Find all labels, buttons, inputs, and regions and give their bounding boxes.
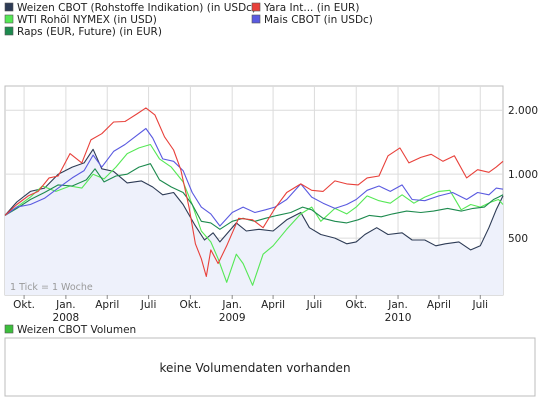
legend-swatch [4,26,14,36]
x-year-label: 2010 [385,312,412,324]
legend-label: Weizen CBOT (Rohstoffe Indikation) (in U… [17,2,256,14]
x-tick-label: Okt. [345,299,367,311]
x-year-label: 2009 [219,312,246,324]
x-tick-label: Okt. [179,299,201,311]
area-weizen [5,149,503,295]
legend-swatch [4,14,14,24]
x-year-label: 2008 [53,312,80,324]
x-tick-label: Okt. [13,299,35,311]
legend-swatch [4,2,14,12]
x-tick-label: April [427,299,451,311]
tick-note: 1 Tick = 1 Woche [10,282,93,293]
legend-label: WTI Rohöl NYMEX (in USD) [17,14,157,26]
series-lines [4,107,504,286]
legend: Weizen CBOT (Rohstoffe Indikation) (in U… [4,2,373,38]
legend-label: Yara Int... (in EUR) [263,2,359,14]
volume-empty-message: keine Volumendaten vorhanden [159,361,350,375]
x-tick-label: Juli [306,299,323,311]
x-tick-label: April [261,299,285,311]
volume-panel: Weizen CBOT Volumen keine Volumendaten v… [4,324,536,397]
series-line-0 [4,148,504,251]
series-line-3 [4,127,504,227]
x-tick-label: April [95,299,119,311]
area-fill [5,149,503,295]
volume-legend-swatch [4,324,14,334]
y-axis: 500 1.000 2.000 [508,105,538,245]
y-tick-label: 2.000 [508,105,538,117]
legend-label: Mais CBOT (in USDc) [264,14,373,26]
legend-swatch [251,14,261,24]
volume-legend-label: Weizen CBOT Volumen [17,324,136,336]
x-tick-label: Jan. [55,299,76,311]
series-line-1 [4,107,504,278]
y-tick-label: 500 [508,233,528,245]
x-tick-label: Jan. [221,299,242,311]
x-tick-label: Juli [140,299,157,311]
y-tick-label: 1.000 [508,169,538,181]
legend-label: Raps (EUR, Future) (in EUR) [17,26,162,38]
x-tick-label: Jan. [387,299,408,311]
x-tick-label: Juli [471,299,488,311]
volume-frame [4,337,536,397]
legend-swatch [251,2,261,12]
